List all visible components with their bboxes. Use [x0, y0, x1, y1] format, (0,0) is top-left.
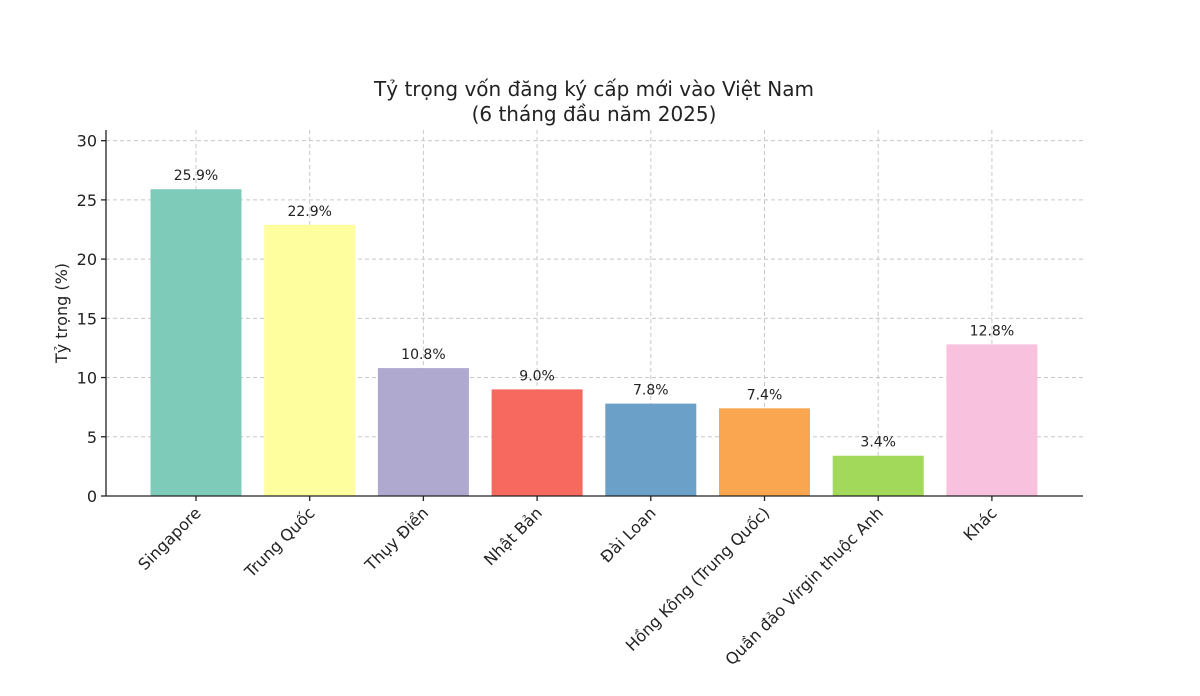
y-axis-ticks: 0 5 10 15 20 25 30	[77, 132, 106, 506]
data-label: 9.0%	[519, 368, 555, 384]
data-label: 10.8%	[401, 347, 445, 363]
y-tick-label: 30	[77, 132, 97, 151]
data-label: 7.4%	[747, 387, 783, 403]
chart-subtitle: (6 tháng đầu năm 2025)	[472, 102, 717, 126]
chart-title: Tỷ trọng vốn đăng ký cấp mới vào Việt Na…	[373, 77, 814, 101]
data-labels: 25.9% 22.9% 10.8% 9.0% 7.8% 7.4% 3.4% 12.8%	[174, 168, 1014, 451]
bar	[719, 408, 810, 496]
y-tick-label: 20	[77, 250, 97, 269]
x-tick-label: Trung Quốc	[240, 503, 318, 581]
bar	[605, 403, 697, 496]
data-label: 3.4%	[860, 435, 896, 451]
data-label: 25.9%	[174, 168, 218, 184]
bar	[150, 189, 242, 496]
bar	[377, 368, 469, 496]
bar	[264, 224, 356, 497]
data-label: 12.8%	[970, 323, 1014, 339]
y-tick-label: 10	[77, 369, 97, 388]
bar	[491, 389, 583, 496]
y-tick-label: 15	[77, 309, 97, 328]
y-tick-label: 25	[77, 191, 97, 210]
x-axis-ticks: Singapore Trung Quốc Thụy Điển Nhật Bản Đài …	[134, 496, 1001, 669]
y-axis-label: Tỷ trọng (%)	[52, 263, 71, 364]
bar	[946, 344, 1038, 496]
x-tick-label: Thụy Điển	[361, 503, 433, 575]
x-tick-label: Singapore	[134, 503, 205, 574]
grid	[106, 130, 1083, 496]
data-label: 22.9%	[287, 204, 331, 220]
x-tick-label: Khác	[960, 503, 1001, 544]
bar	[832, 455, 924, 496]
x-tick-label: Đài Loan	[597, 503, 660, 566]
bars	[150, 189, 1038, 497]
y-tick-label: 5	[87, 428, 97, 447]
data-label: 7.8%	[633, 383, 669, 399]
x-tick-label: Nhật Bản	[480, 503, 546, 569]
y-tick-label: 0	[87, 487, 97, 506]
